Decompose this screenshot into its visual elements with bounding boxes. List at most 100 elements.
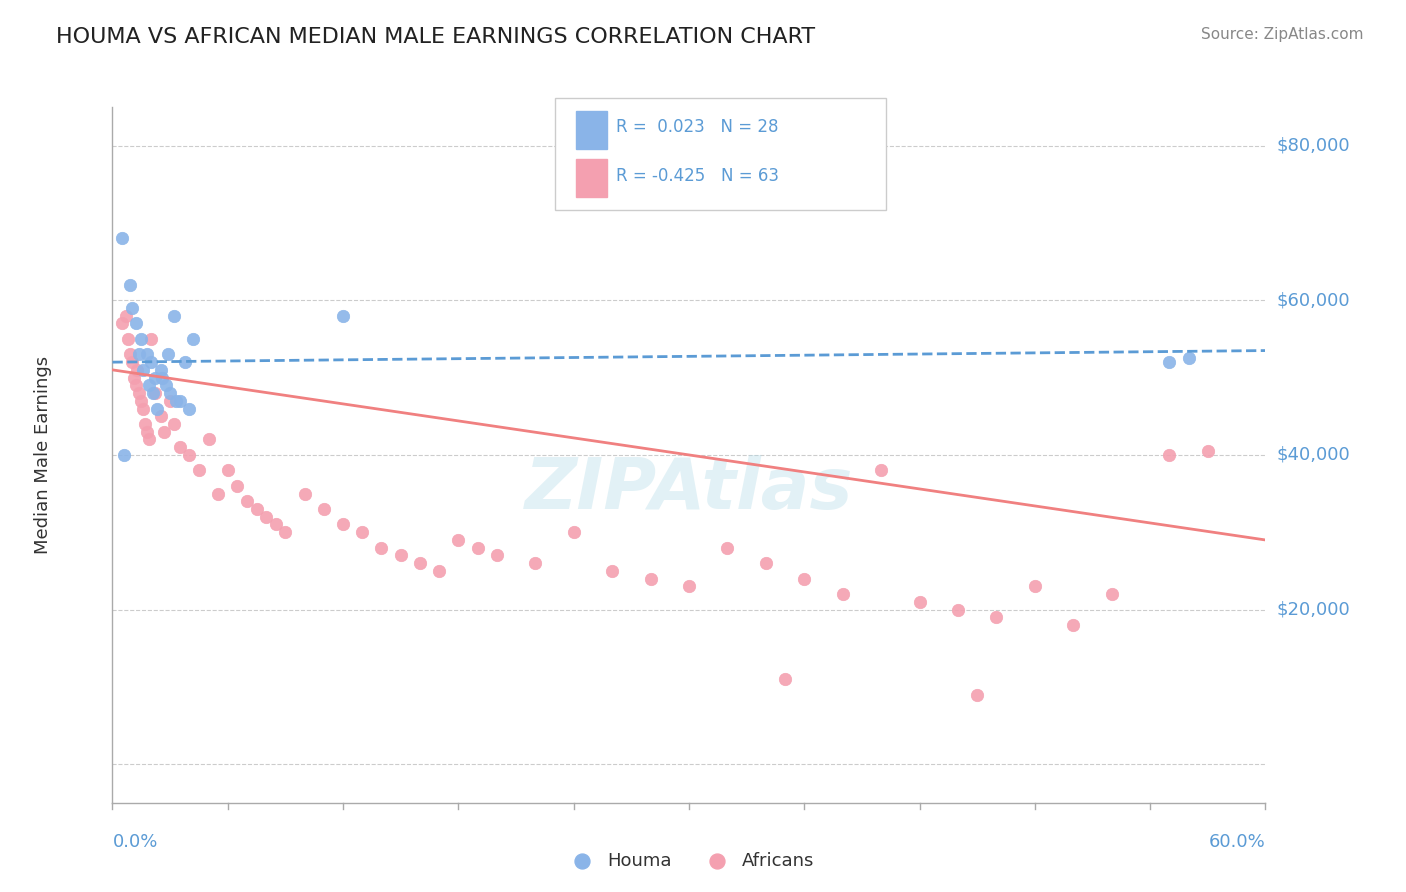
Point — [312, 502, 335, 516]
Point — [143, 370, 166, 384]
Point — [124, 378, 146, 392]
Point — [138, 433, 160, 447]
Point — [145, 401, 167, 416]
Point — [155, 378, 177, 392]
Point — [121, 355, 143, 369]
Point — [139, 332, 162, 346]
Point — [169, 440, 191, 454]
Point — [1024, 579, 1046, 593]
Point — [524, 556, 547, 570]
Point — [197, 433, 219, 447]
Point — [264, 517, 287, 532]
Point — [174, 355, 197, 369]
Point — [447, 533, 470, 547]
Point — [1177, 351, 1199, 366]
Point — [236, 494, 259, 508]
Text: $20,000: $20,000 — [1277, 600, 1350, 618]
Point — [121, 301, 143, 315]
Point — [274, 525, 297, 540]
Point — [1197, 444, 1219, 458]
Point — [678, 579, 700, 593]
Point — [600, 564, 623, 578]
Point — [294, 486, 316, 500]
Point — [159, 386, 181, 401]
Point — [129, 332, 153, 346]
Text: Source: ZipAtlas.com: Source: ZipAtlas.com — [1201, 27, 1364, 42]
Point — [142, 386, 165, 401]
Point — [132, 401, 155, 416]
Text: ZIPAtlas: ZIPAtlas — [524, 455, 853, 524]
Point — [946, 602, 969, 616]
Point — [562, 525, 585, 540]
Point — [332, 309, 354, 323]
Point — [427, 564, 450, 578]
Point — [134, 417, 156, 431]
Point — [755, 556, 778, 570]
Point — [129, 393, 153, 408]
Point — [179, 401, 201, 416]
Point — [908, 595, 931, 609]
Text: R = -0.425   N = 63: R = -0.425 N = 63 — [616, 168, 779, 186]
Point — [159, 393, 181, 408]
Point — [187, 463, 211, 477]
Point — [122, 370, 145, 384]
Point — [127, 363, 149, 377]
Text: R =  0.023   N = 28: R = 0.023 N = 28 — [616, 119, 779, 136]
Point — [118, 347, 141, 361]
Point — [169, 393, 191, 408]
Point — [716, 541, 738, 555]
Text: 60.0%: 60.0% — [1209, 833, 1265, 851]
Point — [389, 549, 412, 563]
Point — [181, 332, 204, 346]
Point — [117, 332, 139, 346]
Point — [245, 502, 267, 516]
Point — [226, 479, 249, 493]
Text: $60,000: $60,000 — [1277, 292, 1350, 310]
Text: 0.0%: 0.0% — [112, 833, 157, 851]
Point — [163, 417, 186, 431]
Point — [136, 347, 159, 361]
Point — [152, 370, 174, 384]
Point — [163, 309, 186, 323]
Point — [111, 317, 134, 331]
Point — [217, 463, 239, 477]
Point — [132, 363, 155, 377]
Point — [986, 610, 1008, 624]
Point — [138, 378, 160, 392]
Point — [115, 309, 138, 323]
Point — [1159, 355, 1181, 369]
Point — [254, 509, 277, 524]
Text: Median Male Earnings: Median Male Earnings — [34, 356, 52, 554]
Point — [128, 347, 150, 361]
Point — [640, 572, 662, 586]
Text: $40,000: $40,000 — [1277, 446, 1350, 464]
Point — [118, 277, 141, 292]
Legend: Houma, Africans: Houma, Africans — [557, 845, 821, 877]
Point — [128, 386, 150, 401]
Point — [870, 463, 893, 477]
Point — [370, 541, 392, 555]
Point — [179, 448, 201, 462]
Point — [149, 409, 172, 424]
Point — [157, 347, 180, 361]
Point — [467, 541, 489, 555]
Point — [136, 425, 159, 439]
Point — [773, 672, 796, 686]
Point — [111, 231, 134, 245]
Point — [165, 393, 187, 408]
Point — [149, 363, 172, 377]
Point — [207, 486, 229, 500]
Point — [793, 572, 815, 586]
Text: $80,000: $80,000 — [1277, 136, 1350, 154]
Point — [485, 549, 508, 563]
Point — [332, 517, 354, 532]
Point — [1101, 587, 1123, 601]
Point — [831, 587, 853, 601]
Point — [1062, 618, 1084, 632]
Point — [143, 386, 166, 401]
Point — [153, 425, 176, 439]
Text: HOUMA VS AFRICAN MEDIAN MALE EARNINGS CORRELATION CHART: HOUMA VS AFRICAN MEDIAN MALE EARNINGS CO… — [56, 27, 815, 46]
Point — [124, 317, 146, 331]
Point — [112, 448, 135, 462]
Point — [966, 688, 988, 702]
